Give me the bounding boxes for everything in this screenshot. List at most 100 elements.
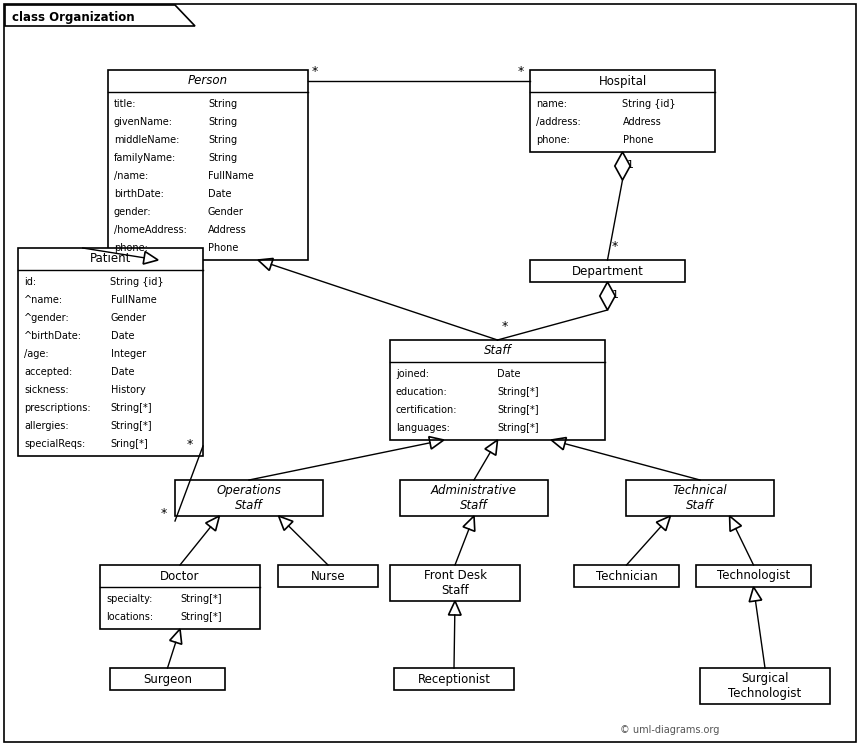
- Text: joined:: joined:: [396, 369, 429, 379]
- Text: Surgeon: Surgeon: [143, 672, 192, 686]
- Text: Address: Address: [623, 117, 661, 127]
- Text: Technologist: Technologist: [717, 569, 790, 583]
- Text: String {id}: String {id}: [110, 277, 164, 287]
- Bar: [18, 248, 203, 456]
- Bar: [574, 565, 679, 587]
- Bar: [700, 668, 830, 704]
- Text: birthDate:: birthDate:: [114, 189, 164, 199]
- Text: Address: Address: [208, 225, 247, 235]
- Text: gender:: gender:: [114, 207, 151, 217]
- Text: education:: education:: [396, 387, 448, 397]
- Text: *: *: [187, 438, 194, 451]
- Text: 1: 1: [611, 290, 618, 300]
- Text: *: *: [501, 320, 507, 333]
- Text: *: *: [312, 65, 318, 78]
- Text: name:: name:: [536, 99, 567, 109]
- Bar: [626, 480, 774, 516]
- Text: Sring[*]: Sring[*]: [110, 439, 148, 449]
- Text: Date: Date: [497, 369, 521, 379]
- Text: Phone: Phone: [623, 135, 653, 145]
- Bar: [530, 70, 715, 152]
- Text: Date: Date: [110, 331, 134, 341]
- Bar: [278, 565, 378, 587]
- Text: Department: Department: [572, 264, 643, 277]
- Text: Phone: Phone: [208, 243, 238, 253]
- Text: Receptionist: Receptionist: [417, 672, 490, 686]
- Bar: [175, 480, 323, 516]
- Polygon shape: [5, 5, 195, 26]
- Text: /age:: /age:: [24, 349, 49, 359]
- Text: ^gender:: ^gender:: [24, 313, 70, 323]
- Text: certification:: certification:: [396, 405, 458, 415]
- Text: *: *: [161, 507, 167, 520]
- Text: Technical
Staff: Technical Staff: [673, 484, 728, 512]
- Text: middleName:: middleName:: [114, 135, 180, 145]
- Text: Operations
Staff: Operations Staff: [217, 484, 281, 512]
- Bar: [110, 668, 225, 690]
- Text: 1: 1: [626, 160, 634, 170]
- Bar: [400, 480, 548, 516]
- Bar: [390, 340, 605, 440]
- Text: Gender: Gender: [110, 313, 146, 323]
- Text: String[*]: String[*]: [497, 423, 539, 433]
- Text: String: String: [208, 117, 237, 127]
- Text: © uml-diagrams.org: © uml-diagrams.org: [620, 725, 719, 735]
- Text: Date: Date: [110, 367, 134, 377]
- Text: givenName:: givenName:: [114, 117, 173, 127]
- Text: String[*]: String[*]: [180, 594, 222, 604]
- Text: locations:: locations:: [106, 612, 153, 622]
- Text: phone:: phone:: [536, 135, 570, 145]
- Text: specialReqs:: specialReqs:: [24, 439, 85, 449]
- Text: String: String: [208, 135, 237, 145]
- Text: *: *: [611, 240, 617, 253]
- Polygon shape: [599, 282, 615, 310]
- Text: Technician: Technician: [596, 569, 657, 583]
- Text: accepted:: accepted:: [24, 367, 72, 377]
- Text: String[*]: String[*]: [110, 421, 152, 431]
- Text: String {id}: String {id}: [623, 99, 676, 109]
- Text: String[*]: String[*]: [497, 405, 539, 415]
- Text: FullName: FullName: [208, 171, 254, 181]
- Bar: [108, 70, 308, 260]
- Text: String: String: [208, 99, 237, 109]
- Text: languages:: languages:: [396, 423, 450, 433]
- Text: id:: id:: [24, 277, 36, 287]
- Text: prescriptions:: prescriptions:: [24, 403, 90, 413]
- Text: Nurse: Nurse: [310, 569, 346, 583]
- Text: Date: Date: [208, 189, 231, 199]
- Text: Integer: Integer: [110, 349, 145, 359]
- Text: String[*]: String[*]: [110, 403, 152, 413]
- Text: title:: title:: [114, 99, 137, 109]
- Text: /address:: /address:: [536, 117, 580, 127]
- Text: specialty:: specialty:: [106, 594, 152, 604]
- Text: FullName: FullName: [110, 295, 157, 305]
- Bar: [530, 260, 685, 282]
- Polygon shape: [615, 152, 630, 180]
- Text: Surgical
Technologist: Surgical Technologist: [728, 672, 802, 700]
- Bar: [100, 565, 260, 629]
- Text: phone:: phone:: [114, 243, 148, 253]
- Text: Staff: Staff: [483, 344, 512, 358]
- Text: String[*]: String[*]: [180, 612, 222, 622]
- Text: familyName:: familyName:: [114, 153, 176, 163]
- Text: Hospital: Hospital: [599, 75, 647, 87]
- Text: /name:: /name:: [114, 171, 148, 181]
- Text: Person: Person: [188, 75, 228, 87]
- Text: Front Desk
Staff: Front Desk Staff: [423, 569, 487, 597]
- Text: Doctor: Doctor: [160, 569, 200, 583]
- Text: class Organization: class Organization: [12, 10, 135, 23]
- Text: sickness:: sickness:: [24, 385, 69, 395]
- Text: ^name:: ^name:: [24, 295, 63, 305]
- Text: History: History: [110, 385, 145, 395]
- Text: String[*]: String[*]: [497, 387, 539, 397]
- Text: ^birthDate:: ^birthDate:: [24, 331, 82, 341]
- Text: allergies:: allergies:: [24, 421, 69, 431]
- Text: Administrative
Staff: Administrative Staff: [431, 484, 517, 512]
- Text: /homeAddress:: /homeAddress:: [114, 225, 187, 235]
- Bar: [390, 565, 520, 601]
- Text: Gender: Gender: [208, 207, 244, 217]
- Bar: [394, 668, 514, 690]
- Text: Patient: Patient: [89, 252, 132, 265]
- Text: String: String: [208, 153, 237, 163]
- Text: *: *: [518, 65, 525, 78]
